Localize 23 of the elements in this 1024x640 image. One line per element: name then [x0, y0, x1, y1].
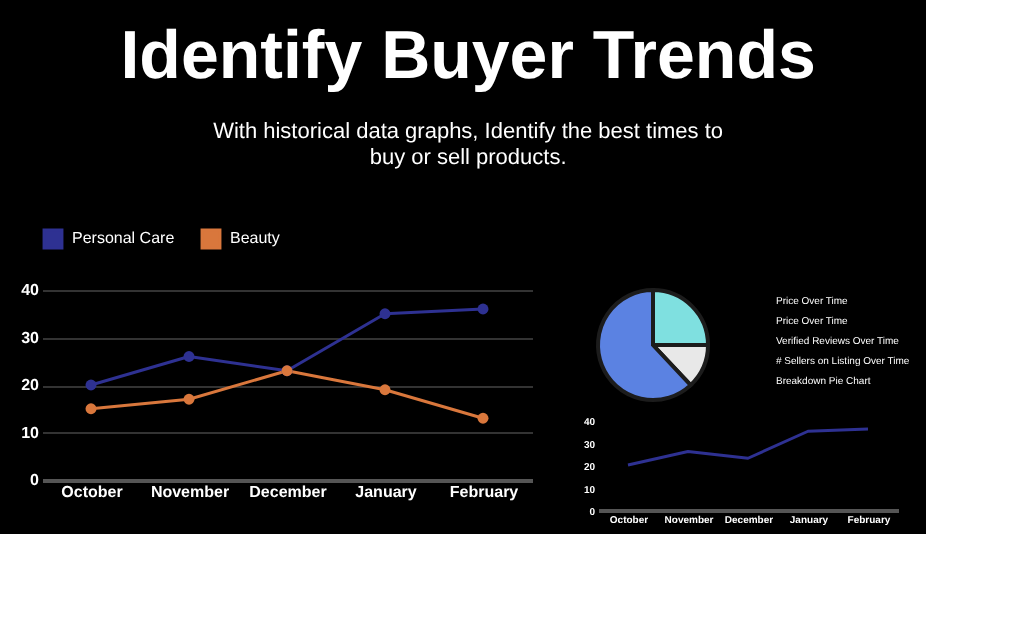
chart-title: Identify Buyer Trends: [120, 18, 816, 94]
line-series: [626, 427, 870, 467]
y-tick-label: 40: [21, 281, 41, 299]
point: [85, 379, 97, 391]
point: [477, 412, 489, 424]
chart-subtitle: With historical data graphs, Identify the best times to buy or sell products.: [213, 120, 724, 170]
point: [183, 393, 195, 405]
x-tick-label: October: [61, 483, 123, 501]
point: [379, 308, 391, 320]
legend-label: Beauty: [230, 229, 280, 248]
x-tick-label: November: [150, 483, 230, 501]
x-tick-label: February: [449, 483, 520, 501]
point: [85, 403, 97, 415]
point: [379, 384, 391, 396]
x-tick-label: December: [249, 483, 327, 501]
point: [477, 303, 489, 315]
point: [183, 351, 195, 362]
y-tick-label: 0: [30, 471, 41, 489]
y-tick-label: 30: [21, 328, 41, 347]
x-tick-label: January: [355, 483, 418, 501]
y-tick-label: 20: [21, 376, 41, 394]
y-tick-label: 10: [21, 423, 41, 442]
legend-label: Personal Care: [72, 229, 176, 248]
